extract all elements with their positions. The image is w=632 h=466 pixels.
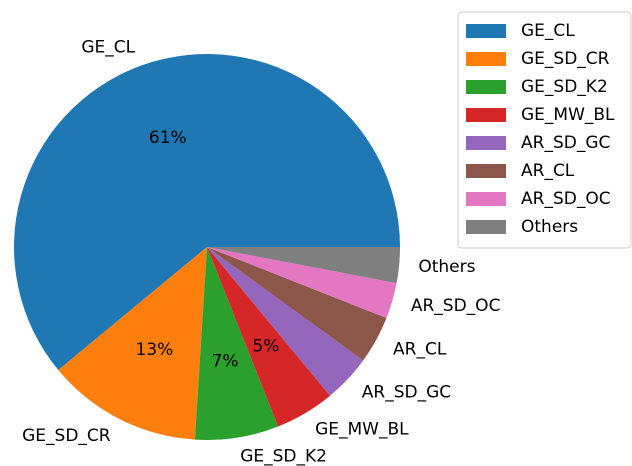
legend-label: GE_SD_K2	[521, 77, 608, 97]
slice-label: GE_SD_K2	[240, 447, 327, 466]
legend-swatch	[466, 164, 506, 178]
value-label: 7%	[212, 351, 239, 371]
slice-label: GE_CL	[81, 37, 135, 57]
legend-label: GE_SD_CR	[521, 49, 610, 69]
legend-label: GE_MW_BL	[521, 105, 615, 125]
legend-label: Others	[521, 217, 578, 237]
slice-label: GE_SD_CR	[22, 426, 111, 446]
legend-swatch	[466, 24, 506, 38]
legend-swatch	[466, 52, 506, 66]
legend-swatch	[466, 192, 506, 206]
pie-slice	[207, 247, 331, 427]
legend-label: GE_CL	[521, 21, 575, 41]
legend-swatch	[466, 136, 506, 150]
slice-label: Others	[418, 257, 475, 277]
legend-label: AR_CL	[521, 161, 575, 181]
pie-slice	[13, 53, 401, 371]
pie-slice	[207, 247, 397, 319]
slice-label: AR_SD_OC	[411, 296, 501, 316]
slice-label: AR_SD_GC	[362, 382, 451, 402]
value-label: 5%	[252, 337, 279, 357]
pie-slice	[207, 247, 364, 396]
slice-label: GE_MW_BL	[315, 420, 409, 440]
legend-swatch	[466, 108, 506, 122]
legend-label: AR_SD_OC	[521, 189, 611, 209]
legend-box	[457, 11, 632, 249]
pie-slice	[58, 247, 208, 440]
legend-swatch	[466, 80, 506, 94]
pie-slice	[194, 247, 279, 440]
legend-swatch	[466, 220, 506, 234]
pie-slice	[207, 247, 387, 361]
legend-label: AR_SD_GC	[521, 133, 610, 153]
pie-slice	[207, 247, 400, 284]
value-label: 61%	[149, 128, 187, 148]
value-label: 13%	[136, 340, 174, 360]
slice-label: AR_CL	[393, 339, 447, 359]
